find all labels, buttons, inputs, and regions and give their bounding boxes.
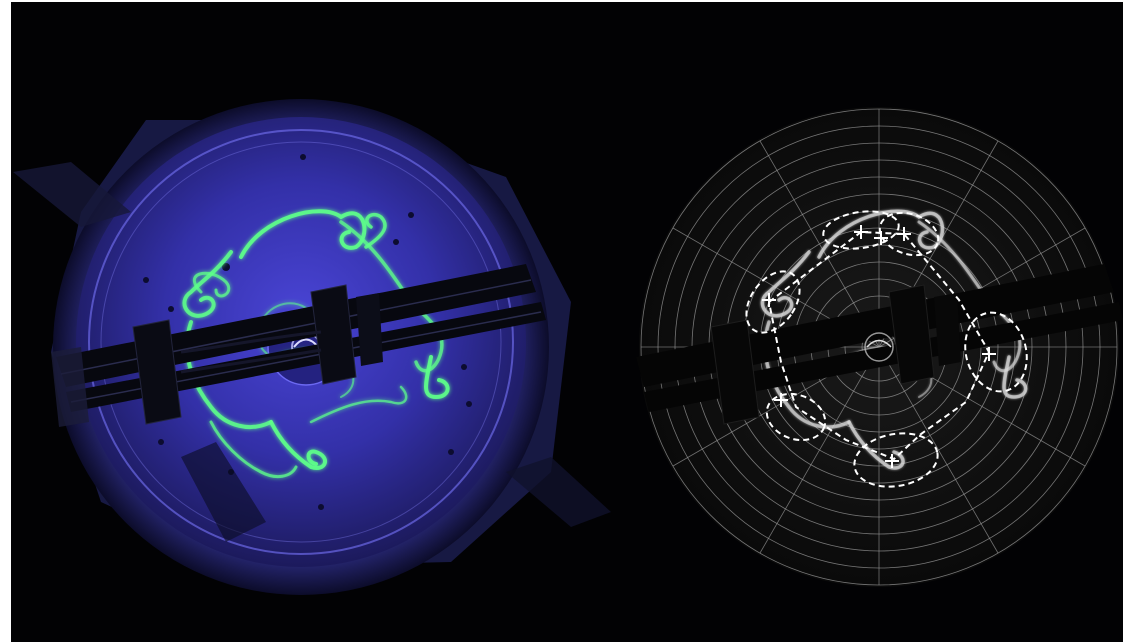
vortex-ellipse-top-right [878, 211, 940, 257]
mounting-beams-gray [636, 264, 1123, 425]
vortex-marker [982, 347, 996, 361]
support-arm-right [506, 457, 611, 527]
support-arm-left [13, 162, 131, 227]
vortex-ellipse-bottom [853, 432, 939, 488]
support-arm-shadow [181, 442, 266, 542]
vortex-connecting-path [768, 230, 991, 461]
vortex-marker [854, 225, 868, 239]
vortex-marker [897, 227, 911, 241]
vortex-ellipse-lower-left [765, 392, 827, 442]
center-hub-gray [864, 332, 894, 362]
tank-highlight-ring [100, 141, 502, 543]
vortex-marker [885, 454, 899, 468]
vortex-annotations [745, 210, 1028, 488]
vortex-marker [762, 293, 776, 307]
mounting-beams [51, 264, 546, 427]
video-frame [11, 2, 1123, 642]
fluorescent-vortex [182, 209, 450, 479]
right-panel [636, 107, 1123, 587]
vortex-ellipse-left [745, 270, 801, 334]
experiment-figure [13, 99, 1123, 595]
vortex-ellipse-top [822, 210, 900, 250]
vortex-marker [774, 393, 788, 407]
vortex-center-markers [762, 225, 996, 468]
tank-inner-edge [88, 129, 514, 555]
vortex-marker [874, 231, 888, 245]
vortex-ellipse-right [964, 311, 1028, 393]
left-panel [13, 99, 611, 595]
